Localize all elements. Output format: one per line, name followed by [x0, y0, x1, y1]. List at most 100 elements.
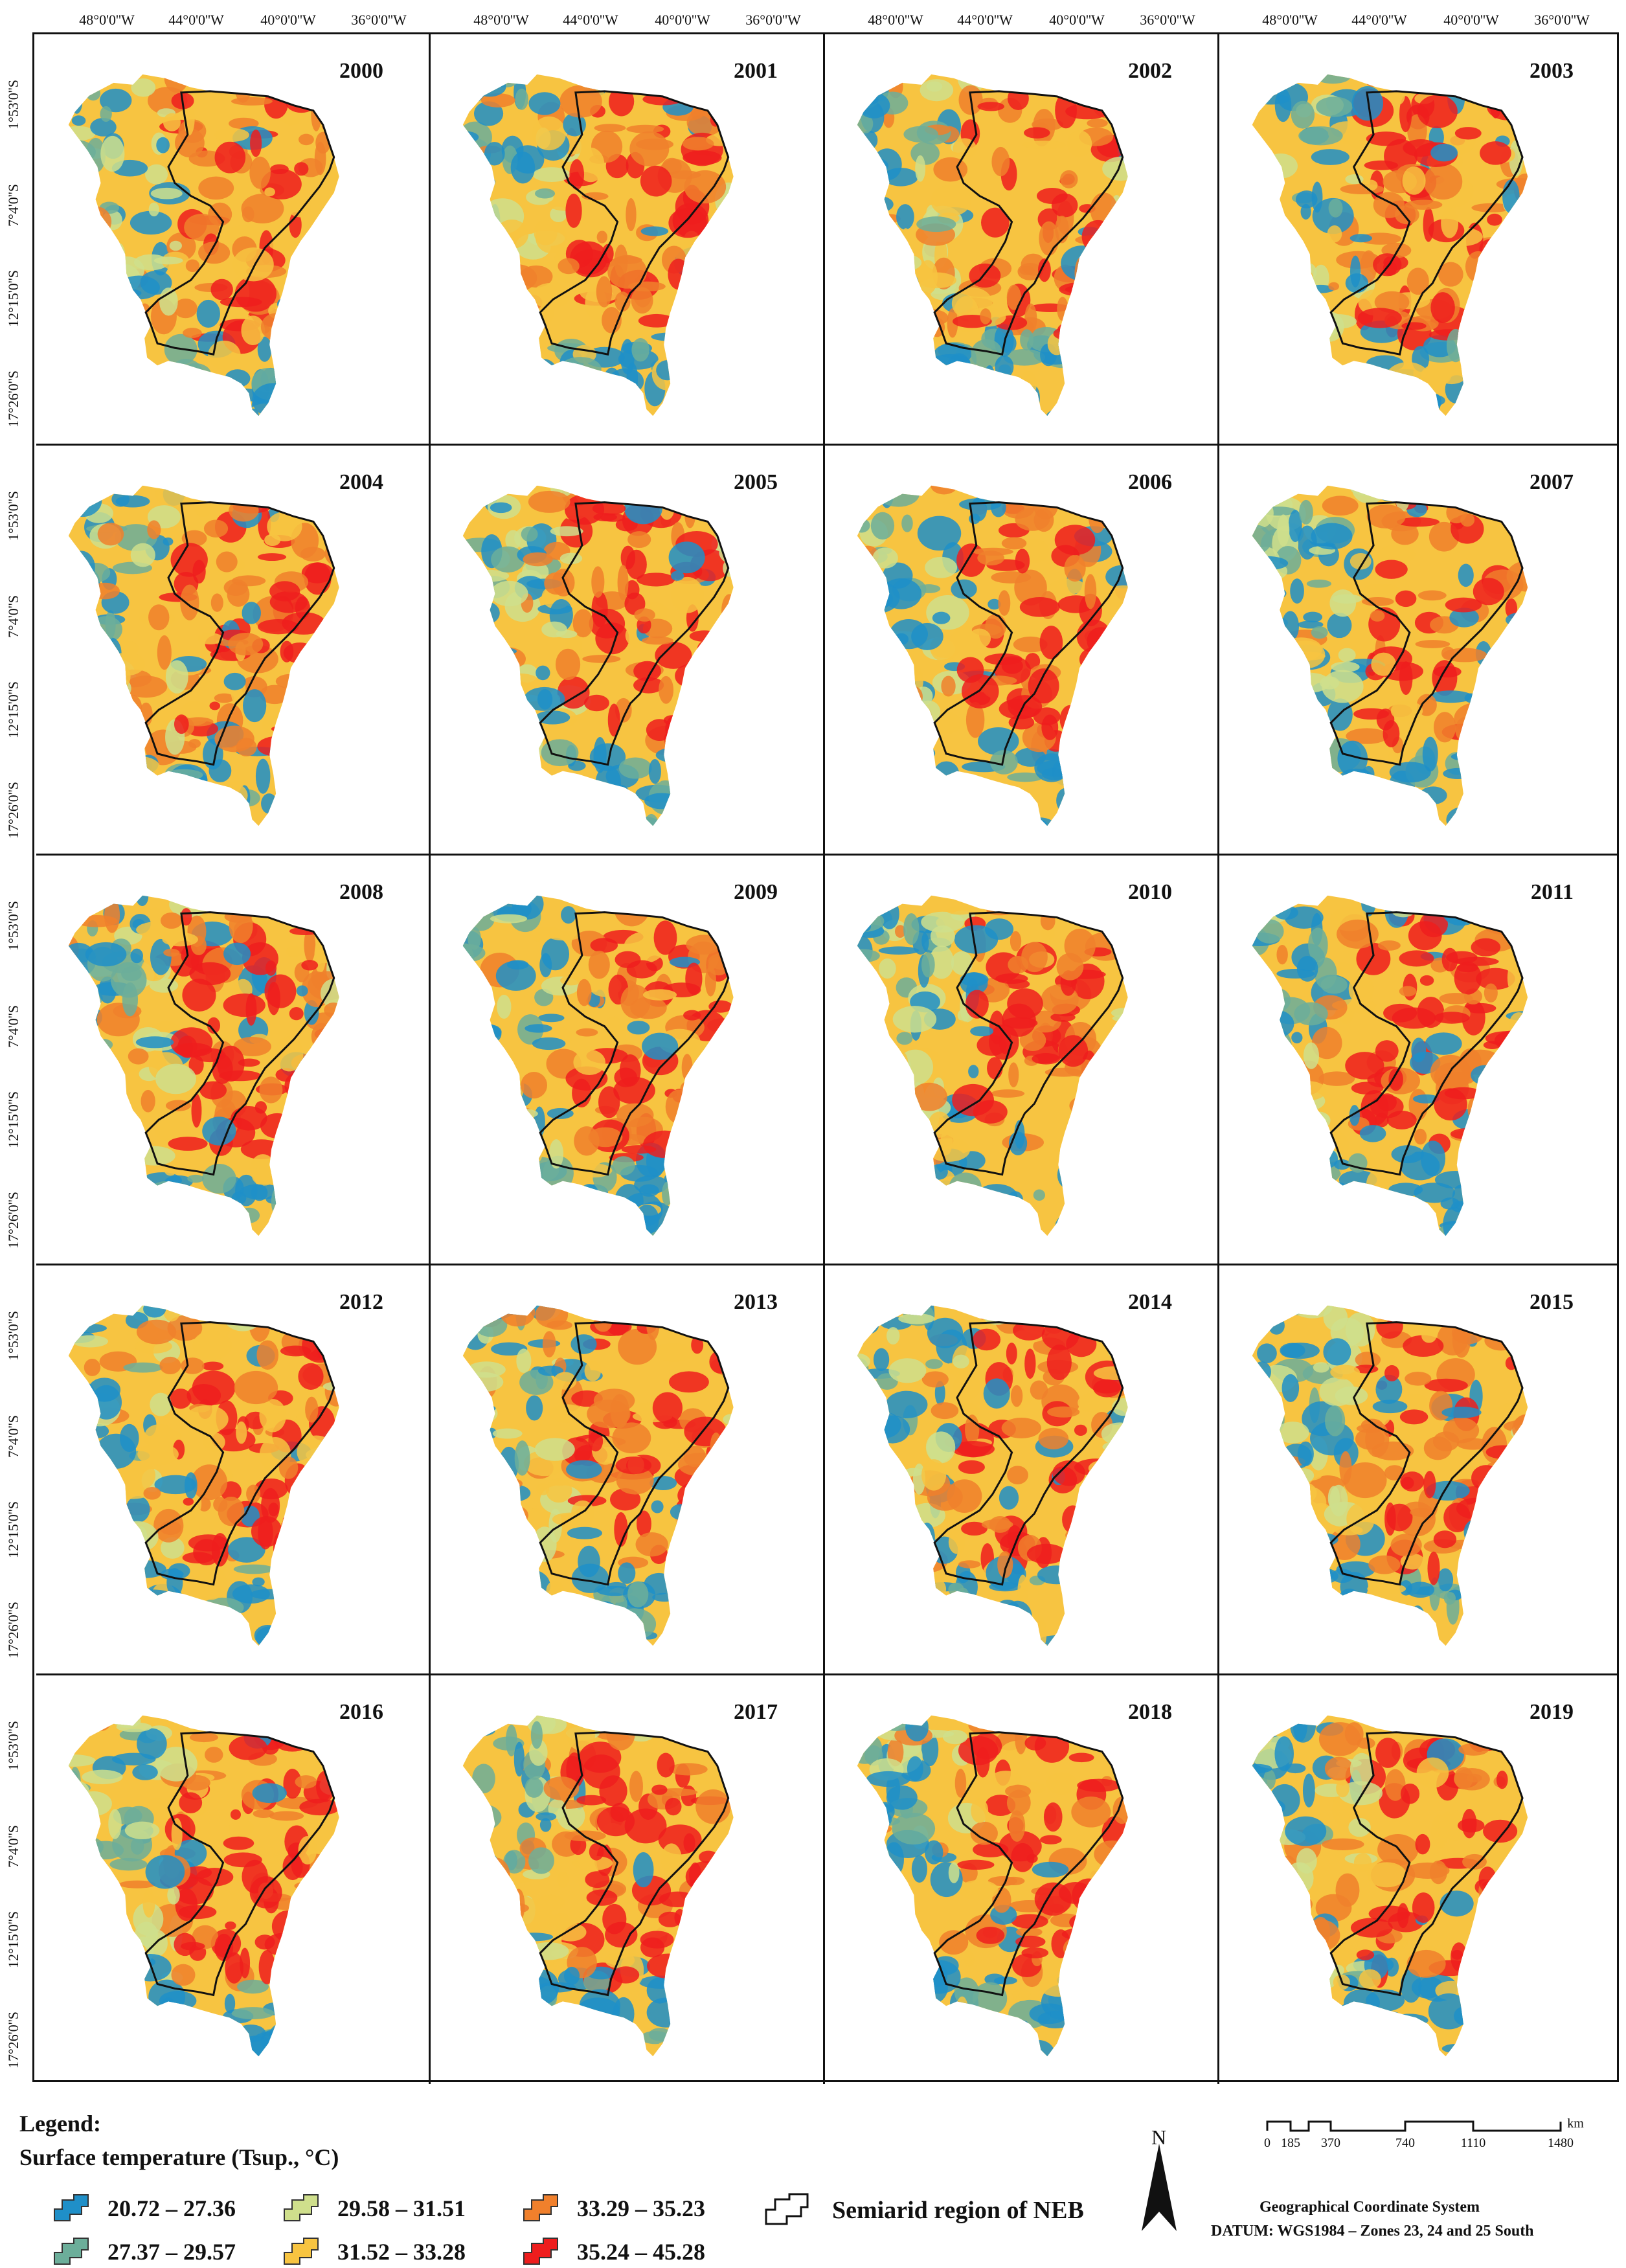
north-label: N	[1151, 2126, 1167, 2149]
temperature-map	[462, 485, 734, 826]
semiarid-boundary	[933, 501, 1124, 766]
semiarid-boundary	[539, 501, 730, 766]
latitude-label: 17°26'0''S	[5, 782, 21, 839]
legend-swatch-icon	[54, 2238, 89, 2265]
year-label: 2014	[1128, 1290, 1172, 1314]
longitude-label: 40°0'0''W	[260, 12, 316, 28]
longitude-label: 44°0'0''W	[957, 12, 1013, 28]
semiarid-boundary	[1329, 501, 1524, 766]
longitude-label: 44°0'0''W	[1351, 12, 1407, 28]
legend-item: 20.72 – 27.36	[52, 2192, 236, 2225]
year-label: 2003	[1530, 59, 1574, 83]
map-panel-2007: 2007	[1219, 446, 1619, 856]
year-label: 2012	[339, 1290, 383, 1314]
scale-bar: 0 185 370 740 1110 1480 km	[1264, 2116, 1584, 2175]
latitude-label: 1°53'0''S	[5, 80, 21, 130]
north-arrow-icon	[1142, 2144, 1177, 2231]
longitude-label: 40°0'0''W	[1049, 12, 1105, 28]
longitude-label: 36°0'0''W	[1534, 12, 1590, 28]
map-panel-2002: 2002	[825, 34, 1219, 446]
year-label: 2017	[734, 1700, 778, 1724]
legend-swatch-icon	[54, 2194, 89, 2221]
semiarid-boundary	[933, 1321, 1124, 1586]
scale-tick-label: 185	[1281, 2136, 1300, 2150]
temperature-map	[857, 1715, 1128, 2057]
scale-unit-label: km	[1567, 2116, 1584, 2131]
map-panel-2009: 2009	[431, 856, 825, 1265]
year-label: 2006	[1128, 470, 1172, 494]
semiarid-boundary	[539, 911, 730, 1176]
legend-item-label: 20.72 – 27.36	[107, 2195, 236, 2221]
latitude-label: 12°15'0''S	[5, 681, 21, 738]
map-panel-2005: 2005	[431, 446, 825, 856]
map-panel-2012: 2012	[36, 1265, 431, 1675]
map-panel-2006: 2006	[825, 446, 1219, 856]
map-panel-2010: 2010	[825, 856, 1219, 1265]
scale-tick-label: 0	[1264, 2136, 1270, 2150]
semiarid-boundary	[933, 911, 1124, 1176]
scale-tick-label: 740	[1395, 2136, 1415, 2150]
semiarid-outline-icon	[765, 2193, 809, 2225]
semiarid-boundary	[1329, 90, 1524, 356]
latitude-label: 12°15'0''S	[5, 270, 21, 327]
temperature-map	[1252, 1305, 1528, 1646]
temperature-map	[1252, 895, 1528, 1236]
map-panel-2011: 2011	[1219, 856, 1619, 1265]
temperature-map	[1252, 485, 1528, 826]
map-grid: 2000 2001 2002 2003 2004 2005 2006 2007 2008 2009…	[32, 32, 1619, 2084]
temperature-map	[68, 74, 339, 416]
latitude-label: 17°26'0''S	[5, 1602, 21, 1659]
map-panel-2001: 2001	[431, 34, 825, 446]
semiarid-boundary	[1329, 1731, 1524, 1997]
year-label: 2002	[1128, 59, 1172, 83]
latitude-label: 1°53'0''S	[5, 901, 21, 951]
temperature-map	[68, 1715, 339, 2057]
legend-item: 27.37 – 29.57	[52, 2236, 236, 2268]
legend-item: 33.29 – 35.23	[521, 2192, 705, 2225]
legend-item: 31.52 – 33.28	[282, 2236, 466, 2268]
longitude-label: 36°0'0''W	[1140, 12, 1195, 28]
latitude-label: 7°4'0''S	[5, 184, 21, 227]
legend-title: Legend:	[19, 2111, 101, 2137]
latitude-label: 1°53'0''S	[5, 491, 21, 541]
legend-swatch-icon	[523, 2238, 558, 2265]
legend-swatch-icon	[523, 2194, 558, 2221]
temperature-map	[857, 74, 1128, 416]
temperature-map	[462, 895, 734, 1236]
year-label: 2018	[1128, 1700, 1172, 1724]
map-panel-2016: 2016	[36, 1675, 431, 2084]
latitude-label: 7°4'0''S	[5, 1005, 21, 1048]
year-label: 2004	[339, 470, 383, 494]
map-panel-2000: 2000	[36, 34, 431, 446]
map-panel-2015: 2015	[1219, 1265, 1619, 1675]
year-label: 2015	[1530, 1290, 1574, 1314]
year-label: 2016	[339, 1700, 383, 1724]
latitude-label: 7°4'0''S	[5, 1415, 21, 1458]
semiarid-label: Semiarid region of NEB	[832, 2197, 1084, 2224]
latitude-label: 12°15'0''S	[5, 1911, 21, 1968]
longitude-label: 44°0'0''W	[168, 12, 224, 28]
temperature-map	[857, 895, 1128, 1236]
semiarid-legend-item: Semiarid region of NEB	[761, 2190, 1084, 2230]
legend-item: 35.24 – 45.28	[521, 2236, 705, 2268]
legend-item-label: 31.52 – 33.28	[337, 2239, 466, 2265]
legend-item: 29.58 – 31.51	[282, 2192, 466, 2225]
latitude-label: 7°4'0''S	[5, 595, 21, 638]
year-label: 2008	[339, 880, 383, 904]
legend-item-label: 29.58 – 31.51	[337, 2195, 466, 2221]
temperature-map	[68, 895, 339, 1236]
temperature-map	[1252, 74, 1528, 416]
temperature-map	[68, 485, 339, 826]
longitude-label: 36°0'0''W	[745, 12, 801, 28]
map-panel-2018: 2018	[825, 1675, 1219, 2084]
map-panel-2017: 2017	[431, 1675, 825, 2084]
semiarid-boundary	[539, 1731, 730, 1997]
map-panel-2003: 2003	[1219, 34, 1619, 446]
semiarid-boundary	[1329, 911, 1524, 1176]
longitude-label: 44°0'0''W	[563, 12, 618, 28]
scale-tick-label: 1480	[1548, 2136, 1574, 2150]
longitude-label: 48°0'0''W	[1262, 12, 1318, 28]
year-label: 2007	[1530, 470, 1574, 494]
longitude-label: 40°0'0''W	[1443, 12, 1499, 28]
latitude-label: 12°15'0''S	[5, 1501, 21, 1558]
